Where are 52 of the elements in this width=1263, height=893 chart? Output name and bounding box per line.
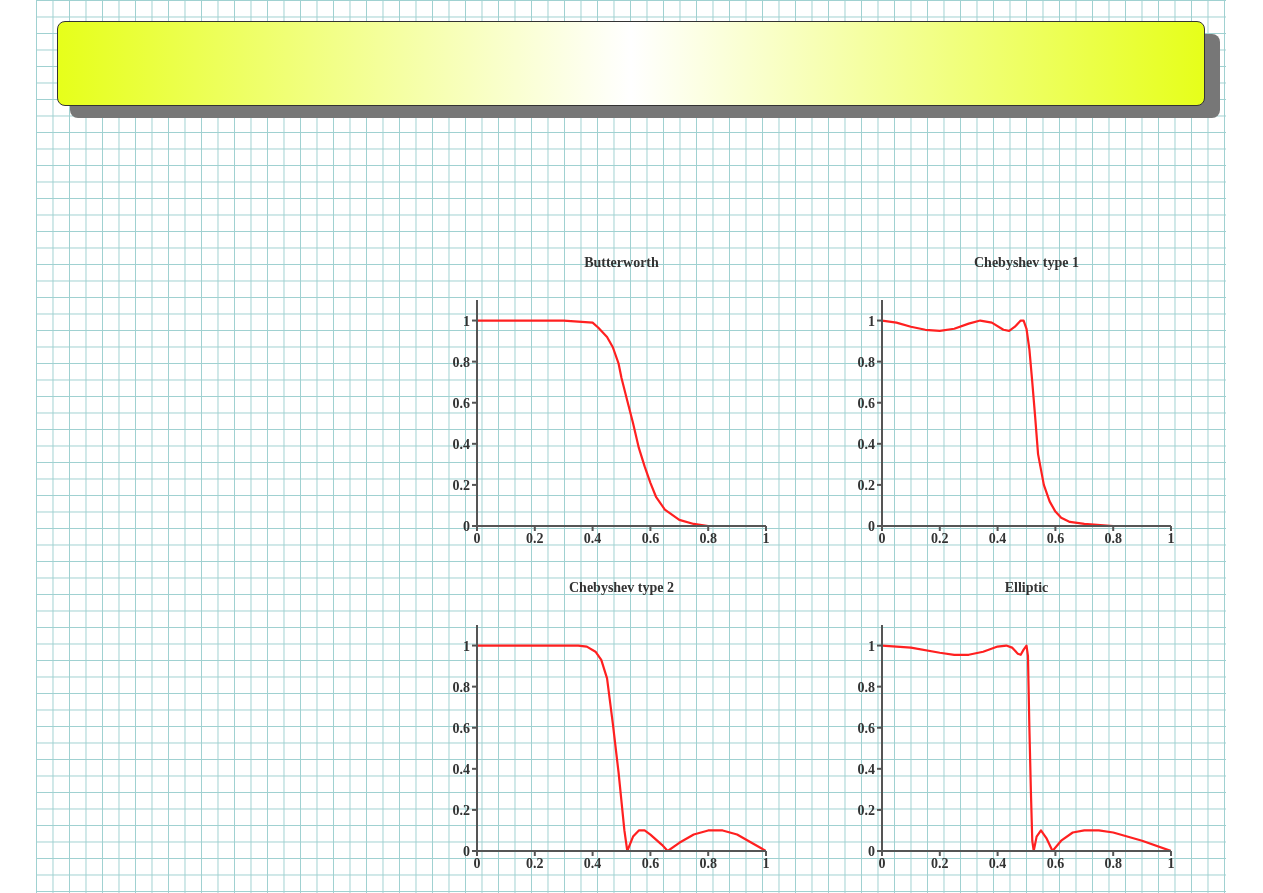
y-tick-label: 0.4 <box>857 761 875 777</box>
x-tick-label: 0.6 <box>1046 855 1065 871</box>
x-tick-label: 1 <box>1167 855 1175 871</box>
x-tick-label: 0.2 <box>931 855 949 871</box>
y-tick-label: 0.8 <box>452 679 470 695</box>
x-tick-label: 0.4 <box>583 530 602 546</box>
y-tick-label: 1 <box>868 313 875 329</box>
x-tick-label: 0.4 <box>583 855 602 871</box>
y-tick-label: 0 <box>868 843 875 859</box>
y-tick-label: 1 <box>463 638 470 654</box>
x-tick-label: 1 <box>762 855 770 871</box>
y-tick-label: 0.4 <box>452 436 470 452</box>
x-tick-label: 0 <box>878 855 886 871</box>
y-tick-label: 0.8 <box>857 354 875 370</box>
x-tick-label: 0.2 <box>526 530 544 546</box>
y-tick-label: 0.2 <box>857 477 875 493</box>
x-tick-label: 1 <box>762 530 770 546</box>
x-tick-label: 0.8 <box>1104 855 1122 871</box>
x-tick-label: 0 <box>473 530 481 546</box>
x-tick-label: 0.4 <box>988 855 1007 871</box>
x-tick-label: 0.4 <box>988 530 1007 546</box>
y-tick-label: 0.2 <box>452 802 470 818</box>
y-tick-label: 0.6 <box>452 395 470 411</box>
x-tick-label: 0 <box>473 855 481 871</box>
y-tick-label: 1 <box>868 638 875 654</box>
y-tick-label: 0.4 <box>452 761 470 777</box>
x-tick-label: 0.2 <box>526 855 544 871</box>
x-tick-label: 0.2 <box>931 530 949 546</box>
x-tick-label: 0.6 <box>1046 530 1065 546</box>
chart-title: Elliptic <box>1003 580 1050 597</box>
y-tick-label: 0.8 <box>857 679 875 695</box>
y-tick-label: 0.6 <box>857 720 875 736</box>
x-tick-label: 0.8 <box>699 855 717 871</box>
x-tick-label: 0.8 <box>699 530 717 546</box>
y-tick-label: 0.6 <box>857 395 875 411</box>
chart-title: Chebyshev type 2 <box>568 580 675 597</box>
y-tick-label: 0 <box>868 518 875 534</box>
x-tick-label: 0.6 <box>641 855 660 871</box>
x-tick-label: 0 <box>878 530 886 546</box>
y-tick-label: 0.4 <box>857 436 875 452</box>
chart-title: Butterworth <box>583 255 660 272</box>
y-tick-label: 0.8 <box>452 354 470 370</box>
x-tick-label: 1 <box>1167 530 1175 546</box>
y-tick-label: 0.2 <box>857 802 875 818</box>
x-tick-label: 0.6 <box>641 530 660 546</box>
y-tick-label: 0 <box>463 518 470 534</box>
y-tick-label: 1 <box>463 313 470 329</box>
y-tick-label: 0.2 <box>452 477 470 493</box>
chart-title: Chebyshev type 1 <box>973 255 1080 272</box>
y-tick-label: 0.6 <box>452 720 470 736</box>
x-tick-label: 0.8 <box>1104 530 1122 546</box>
y-tick-label: 0 <box>463 843 470 859</box>
